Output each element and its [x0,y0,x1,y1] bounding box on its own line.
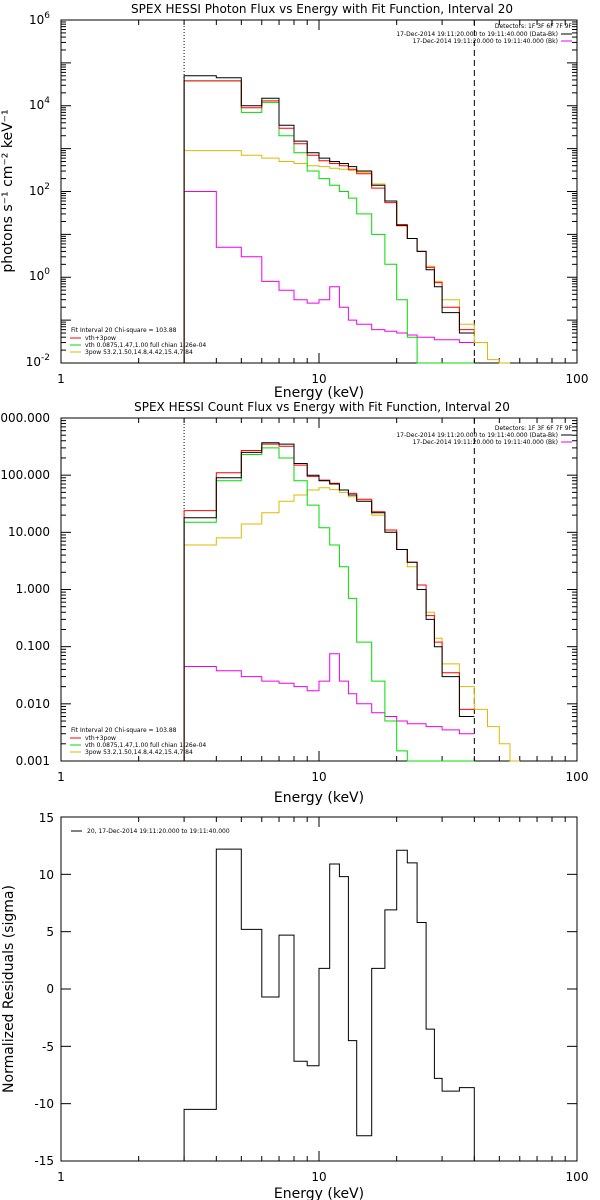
panel2-ytick-0: 0.001 [16,754,50,768]
panel2-series-data [183,442,475,761]
panel3-axis-ticks [60,816,578,1162]
panel3-ytick-m15: -15 [34,1154,54,1168]
panel1-legend-entry-2: 3pow 53.2,1.50,14.8,4.42,15.4,7.84 [85,349,193,356]
panel2-series-vth-3pow [183,443,475,761]
panel2-ytick-4: 10.000 [8,525,50,539]
panel1-legend-entry-0: vth+3pow [85,335,116,342]
panel1-detectors: Detectors: 1F 3F 6F 7F 9F [495,23,573,30]
panel2-xlabel: Energy (keV) [274,790,364,806]
panel1-series-bk [183,191,475,363]
panel2-time-data: 17-Dec-2014 19:11:20.000 to 19:11:40.000… [396,432,558,439]
panel2-legend-entry-1: vth 0.0875,1.47,1.00 full chian 1.26e-04 [85,742,206,749]
panel2-axis-ticks [60,417,578,762]
panel1-plot-frame [60,19,578,364]
panel2-xtick-10: 10 [311,770,326,784]
panel1-axis-ticks [60,19,578,364]
panel1-ytick-1e4: 104 [29,96,50,112]
panel2-ytick-3: 1.000 [16,582,50,596]
panel1-xlabel: Energy (keV) [274,385,364,401]
panel3-ytick-15: 15 [39,811,54,825]
panel3-xtick-100: 100 [566,1170,589,1184]
panel1-legend-header: Fit Interval 20 Chi-square = 103.88 [71,327,177,334]
panel3-legend-entry-0: 20, 17-Dec-2014 19:11:20.000 to 19:11:40… [87,828,230,835]
panel1-ytick-1e6: 106 [29,11,50,27]
panel2-ytick-2: 0.100 [16,639,50,653]
panel1-series-3pow [183,150,510,364]
panel1-series-vth-3pow [183,80,475,363]
panel2-title: SPEX HESSI Count Flux vs Energy with Fit… [134,400,510,414]
photon-flux-panel: SPEX HESSI Photon Flux vs Energy with Fi… [0,2,588,401]
panel3-xtick-10: 10 [311,1170,326,1184]
panel2-legend-header: Fit Interval 20 Chi-square = 103.88 [71,727,177,734]
panel3-series-residuals [183,848,475,1161]
panel2-legend-entry-2: 3pow 53.2,1.50,14.8,4.42,15.4,7.84 [85,749,193,756]
panel1-ytick-1e0: 100 [29,267,50,283]
panel1-ytick-1e2: 102 [29,182,50,198]
count-flux-panel: SPEX HESSI Count Flux vs Energy with Fit… [0,400,588,806]
panel3-ytick-m10: -10 [34,1097,54,1111]
residuals-panel: 1 10 100 -15 -10 -5 0 5 10 15 Energy (ke… [1,811,588,1200]
panel2-detectors: Detectors: 1F 3F 6F 7F 9F [495,425,573,432]
panel3-ytick-m5: -5 [42,1040,54,1054]
panel3-ylabel: Normalized Residuals (sigma) [1,885,17,1093]
panel2-ytick-5: 100.000 [0,468,50,482]
panel2-xtick-1: 1 [57,770,65,784]
panel3-ytick-5: 5 [46,925,54,939]
panel3-ytick-10: 10 [39,868,54,882]
panel1-title: SPEX HESSI Photon Flux vs Energy with Fi… [131,2,513,16]
panel1-series-data [183,75,475,363]
panel2-series-vth [183,447,475,762]
panel1-xtick-1: 1 [57,372,65,386]
panel1-time-data: 17-Dec-2014 19:11:20.000 to 19:11:40.000… [396,31,558,38]
panel3-legend: 20, 17-Dec-2014 19:11:20.000 to 19:11:40… [71,828,230,835]
panel1-ytick-1e-2: 10-2 [26,353,50,369]
panel1-ylabel: photons s⁻¹ cm⁻² keV⁻¹ [0,109,16,272]
panel2-time-bk: 17-Dec-2014 19:11:20.000 to 19:11:40.000… [413,439,558,446]
panel3-xlabel: Energy (keV) [274,1186,364,1200]
panel1-time-bk: 17-Dec-2014 19:11:20.000 to 19:11:40.000… [413,38,558,45]
panel2-series-3pow [183,487,520,762]
panel2-legend-entry-0: vth+3pow [85,735,116,742]
panel1-xtick-10: 10 [311,372,326,386]
panel3-xtick-1: 1 [57,1170,65,1184]
panel1-series-vth [183,80,475,364]
panel2-ytick-1: 0.010 [16,697,50,711]
panel2-legend: Fit Interval 20 Chi-square = 103.88 vth+… [70,727,206,756]
panel1-legend-entry-1: vth 0.0875,1.47,1.00 full chian 1.26e-04 [85,342,206,349]
panel2-series-bk [183,653,475,761]
panel2-plot-frame [60,417,578,762]
panel1-xtick-100: 100 [566,372,589,386]
panel3-ytick-0: 0 [46,982,54,996]
panel1-legend: Fit Interval 20 Chi-square = 103.88 vth+… [70,327,206,356]
panel2-xtick-100: 100 [566,770,589,784]
